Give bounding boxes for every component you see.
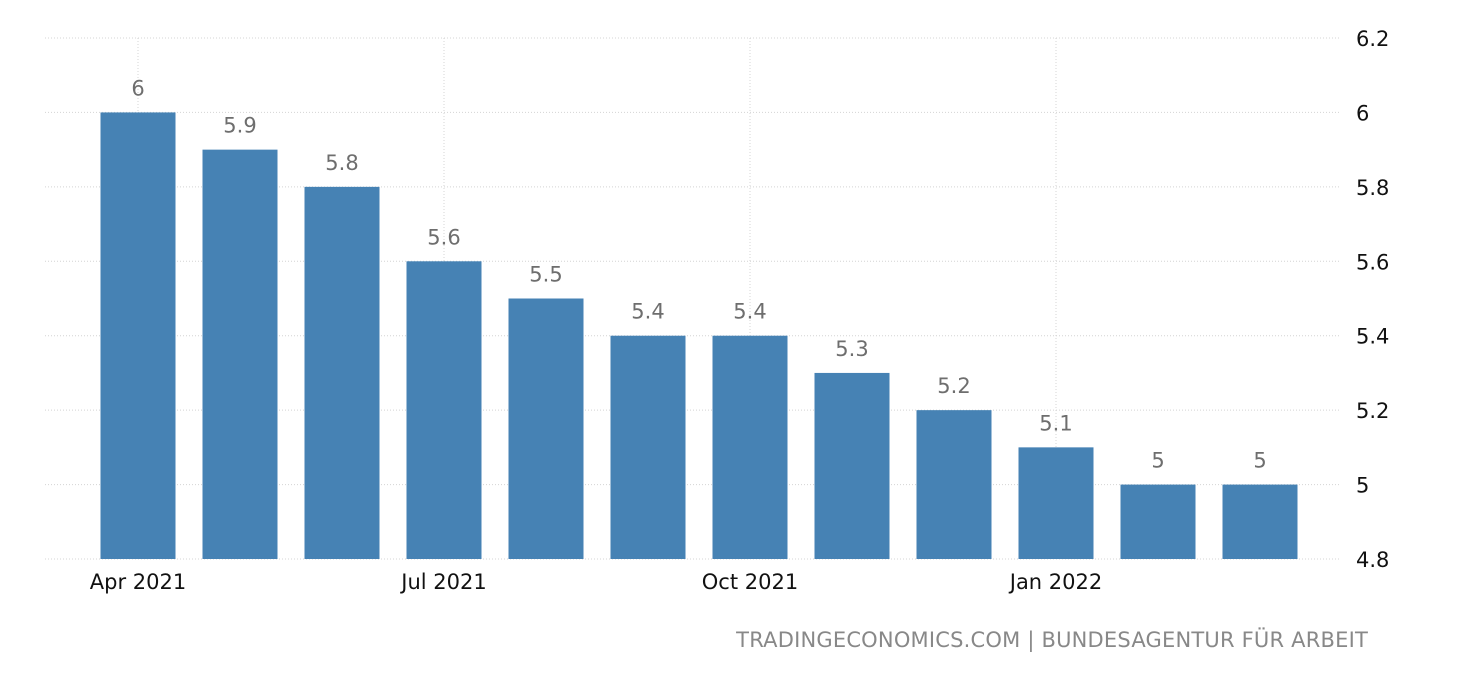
y-tick-label: 5.4 [1356,325,1389,349]
data-label: 5.8 [325,151,358,175]
data-label: 5.4 [733,300,766,324]
bar [1120,484,1196,559]
bar [916,410,992,559]
bar [610,335,686,559]
y-tick-label: 4.8 [1356,548,1389,572]
bar [814,372,890,559]
x-axis: Apr 2021 Jul 2021 Oct 2021 Jan 2022 [90,570,1102,594]
bar [304,186,380,559]
source-attribution: TRADINGECONOMICS.COM | BUNDESAGENTUR FÜR… [736,628,1368,652]
bar [1222,484,1298,559]
bar [406,261,482,559]
bars [100,112,1298,559]
bar [508,298,584,559]
data-label: 5.6 [427,225,460,249]
x-tick-label: Apr 2021 [90,570,186,594]
bar [100,112,176,559]
x-tick-label: Oct 2021 [702,570,798,594]
data-label: 5.2 [937,374,970,398]
data-label: 6 [131,76,144,100]
data-label: 5 [1151,449,1164,473]
data-label: 5.3 [835,337,868,361]
data-label: 5.5 [529,263,562,287]
bar [202,149,278,559]
x-tick-label: Jul 2021 [399,570,486,594]
data-label: 5.4 [631,300,664,324]
y-axis: 4.8 5 5.2 5.4 5.6 5.8 6 6.2 [1356,27,1389,572]
bar [1018,447,1094,559]
y-tick-label: 6 [1356,101,1369,125]
bar [712,335,788,559]
data-label: 5.9 [223,114,256,138]
data-label: 5 [1253,449,1266,473]
y-tick-label: 5 [1356,474,1369,498]
y-tick-label: 6.2 [1356,27,1389,51]
data-label: 5.1 [1039,411,1072,435]
x-tick-label: Jan 2022 [1008,570,1103,594]
y-tick-label: 5.6 [1356,250,1389,274]
y-tick-label: 5.8 [1356,176,1389,200]
data-labels: 6 5.9 5.8 5.6 5.5 5.4 5.4 5.3 5.2 5.1 5 5 [131,76,1266,472]
y-tick-label: 5.2 [1356,399,1389,423]
